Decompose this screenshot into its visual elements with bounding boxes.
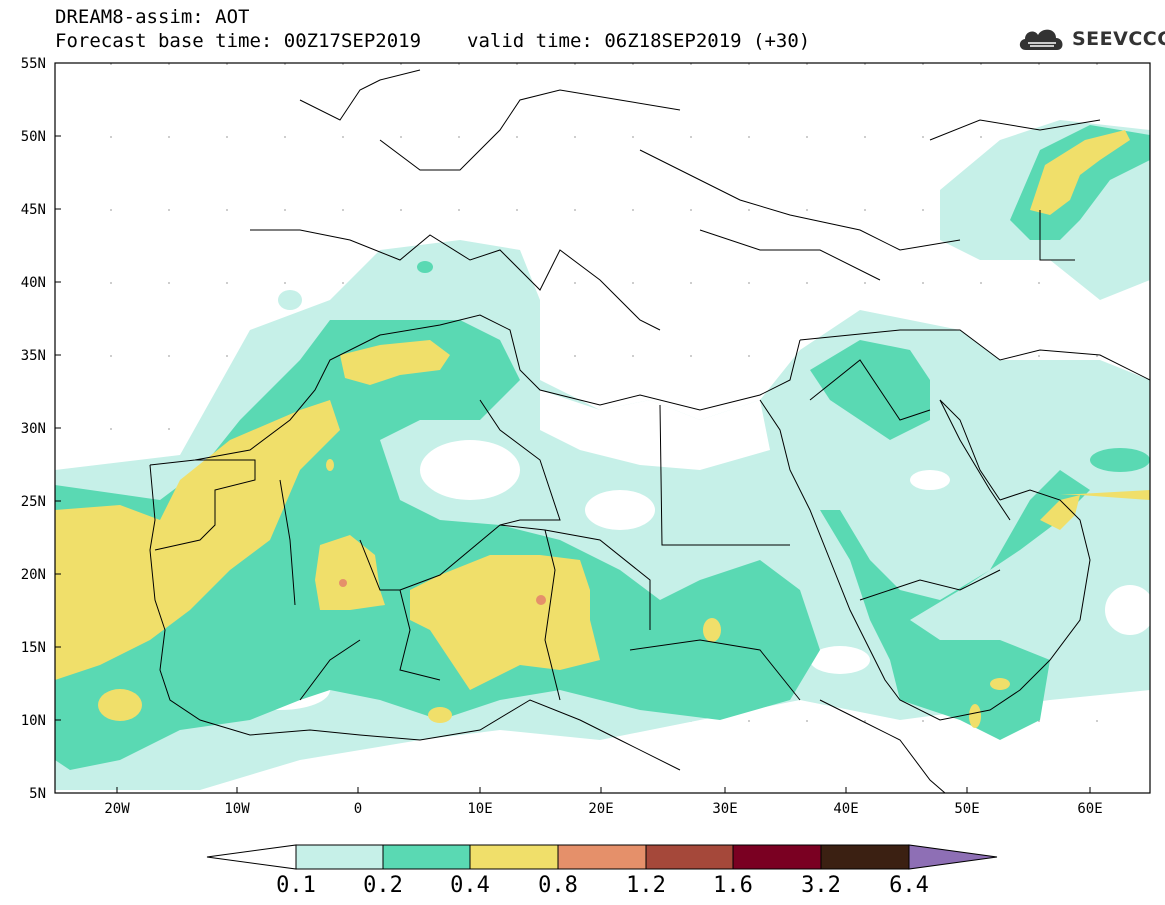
colorbar-swatch bbox=[469, 844, 559, 870]
country-borders bbox=[149, 69, 1150, 793]
colorbar-label: 1.6 bbox=[713, 873, 753, 898]
lon-label: 10W bbox=[224, 801, 250, 817]
axis-ticks bbox=[55, 62, 1091, 793]
lon-label: 40E bbox=[833, 801, 858, 817]
colorbar: 0.1 0.2 0.4 0.8 1.2 1.6 3.2 6.4 bbox=[206, 844, 998, 898]
lat-label: 10N bbox=[21, 713, 46, 729]
cloud-icon bbox=[1019, 29, 1063, 50]
colorbar-low-arrow bbox=[206, 844, 297, 870]
lat-label: 55N bbox=[21, 56, 46, 72]
lon-label: 20W bbox=[104, 801, 130, 817]
valid-time: valid time: 06Z18SEP2019 (+30) bbox=[467, 30, 811, 52]
lat-label: 45N bbox=[21, 202, 46, 218]
colorbar-label: 0.4 bbox=[450, 873, 490, 898]
lat-label: 40N bbox=[21, 275, 46, 291]
logo-text: SEEVCCC bbox=[1072, 28, 1165, 50]
seevccc-logo: SEEVCCC bbox=[1016, 24, 1165, 54]
longitude-labels: 20W 10W 0 10E 20E 30E 40E 50E 60E bbox=[104, 801, 1102, 817]
colorbar-label: 1.2 bbox=[626, 873, 666, 898]
aot-band-0.8 bbox=[339, 579, 546, 605]
lon-label: 60E bbox=[1077, 801, 1102, 817]
colorbar-swatch bbox=[645, 844, 734, 870]
colorbar-swatch bbox=[557, 844, 647, 870]
lon-label: 10E bbox=[467, 801, 492, 817]
latitude-labels: 55N 50N 45N 40N 35N 30N 25N 20N 15N 10N … bbox=[21, 56, 46, 802]
lat-label: 15N bbox=[21, 640, 46, 656]
aot-band-0.4 bbox=[55, 130, 1150, 728]
colorbar-label: 0.8 bbox=[538, 873, 578, 898]
lon-label: 30E bbox=[712, 801, 737, 817]
base-time: Forecast base time: 00Z17SEP2019 bbox=[55, 30, 422, 52]
lat-label: 5N bbox=[29, 786, 46, 802]
map-title: DREAM8-assim: AOT bbox=[55, 6, 250, 28]
lat-label: 50N bbox=[21, 129, 46, 145]
lat-label: 35N bbox=[21, 348, 46, 364]
colorbar-high-arrow bbox=[908, 844, 998, 870]
colorbar-swatch bbox=[732, 844, 822, 870]
lon-label: 50E bbox=[954, 801, 979, 817]
lat-label: 25N bbox=[21, 494, 46, 510]
colorbar-label: 0.1 bbox=[276, 873, 316, 898]
aot-field bbox=[55, 63, 1150, 793]
colorbar-swatch bbox=[295, 844, 384, 870]
colorbar-swatch bbox=[382, 844, 471, 870]
lat-label: 30N bbox=[21, 421, 46, 437]
lat-label: 20N bbox=[21, 567, 46, 583]
colorbar-swatch bbox=[820, 844, 910, 870]
lon-label: 0 bbox=[354, 801, 362, 817]
colorbar-label: 3.2 bbox=[801, 873, 841, 898]
lon-label: 20E bbox=[588, 801, 613, 817]
colorbar-label: 6.4 bbox=[889, 873, 929, 898]
forecast-times: Forecast base time: 00Z17SEP2019 valid ti… bbox=[55, 31, 810, 51]
colorbar-label: 0.2 bbox=[363, 873, 403, 898]
